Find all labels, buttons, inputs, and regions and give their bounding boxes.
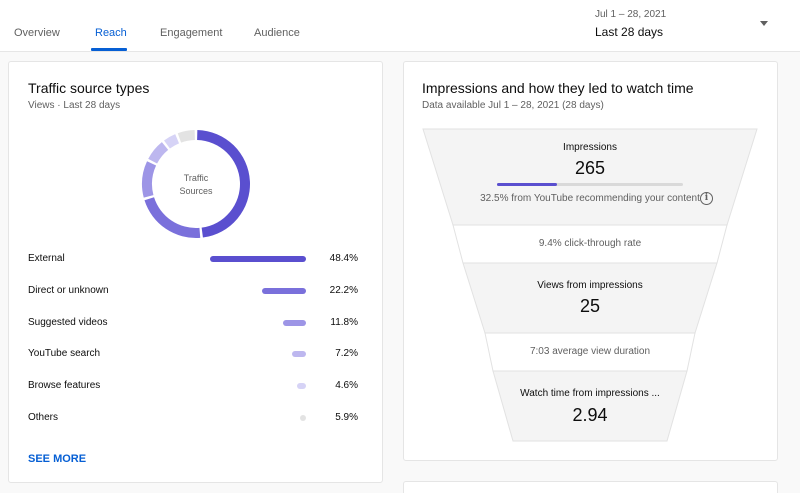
traffic-row-percent: 22.2% xyxy=(329,285,358,296)
impressions-card-subtitle: Data available Jul 1 – 28, 2021 (28 days… xyxy=(422,100,604,111)
watch-time-value: 2.94 xyxy=(572,405,608,425)
traffic-row-bar xyxy=(296,383,306,389)
funnel-stage-watch-time xyxy=(492,370,688,442)
traffic-row-external[interactable]: External 48.4% xyxy=(28,253,358,267)
donut-center-label: Traffic Sources xyxy=(170,172,222,198)
top-bar: Overview Reach Engagement Audience Jul 1… xyxy=(0,0,800,52)
impressions-value: 265 xyxy=(574,158,606,178)
active-tab-indicator xyxy=(91,48,127,51)
traffic-row-browse[interactable]: Browse features 4.6% xyxy=(28,380,358,394)
traffic-card-title: Traffic source types xyxy=(28,80,150,96)
impressions-card-title: Impressions and how they led to watch ti… xyxy=(422,80,694,96)
info-icon[interactable]: i xyxy=(700,192,713,205)
traffic-row-youtube-search[interactable]: YouTube search 7.2% xyxy=(28,348,358,362)
dropdown-arrow-icon[interactable] xyxy=(760,21,768,26)
donut-slice xyxy=(142,161,157,198)
ctr-text: 9.4% click-through rate xyxy=(538,238,642,249)
donut-slice xyxy=(177,130,195,143)
donut-slice xyxy=(148,142,169,164)
traffic-row-percent: 4.6% xyxy=(335,380,358,391)
traffic-row-suggested[interactable]: Suggested videos 11.8% xyxy=(28,317,358,331)
see-more-link[interactable]: SEE MORE xyxy=(28,453,87,465)
views-label: Views from impressions xyxy=(537,280,643,291)
traffic-row-label: YouTube search xyxy=(28,348,101,359)
donut-slice xyxy=(144,197,201,238)
traffic-row-label: Browse features xyxy=(28,380,101,391)
tab-engagement[interactable]: Engagement xyxy=(160,27,223,39)
date-range-period: Last 28 days xyxy=(595,25,664,39)
avg-duration-text: 7:03 average view duration xyxy=(529,346,651,357)
donut-slice xyxy=(164,134,180,149)
recommend-text: 32.5% from YouTube recommending your con… xyxy=(480,193,700,204)
traffic-row-bar xyxy=(261,288,306,294)
traffic-row-label: Others xyxy=(28,412,59,423)
date-range-dates: Jul 1 – 28, 2021 xyxy=(595,9,667,20)
traffic-row-percent: 11.8% xyxy=(330,317,358,328)
traffic-card-subtitle: Views · Last 28 days xyxy=(28,100,121,111)
traffic-row-bar xyxy=(282,320,306,326)
traffic-row-label: Direct or unknown xyxy=(28,285,109,296)
watch-time-label: Watch time from impressions ... xyxy=(520,388,660,399)
tab-audience[interactable]: Audience xyxy=(254,27,300,39)
recommend-progress-fill xyxy=(497,183,558,186)
traffic-row-direct[interactable]: Direct or unknown 22.2% xyxy=(28,285,358,299)
tab-reach[interactable]: Reach xyxy=(95,27,127,39)
traffic-row-label: Suggested videos xyxy=(28,317,108,328)
impressions-label: Impressions xyxy=(563,142,617,153)
traffic-donut-chart xyxy=(142,130,251,238)
traffic-row-bar xyxy=(210,256,306,262)
tab-overview[interactable]: Overview xyxy=(14,27,60,39)
traffic-row-bar xyxy=(291,351,306,357)
views-value: 25 xyxy=(579,296,601,316)
traffic-row-percent: 48.4% xyxy=(329,253,358,264)
traffic-row-label: External xyxy=(28,253,65,264)
traffic-row-percent: 5.9% xyxy=(335,412,358,423)
traffic-row-percent: 7.2% xyxy=(335,348,358,359)
traffic-row-bar xyxy=(300,415,306,421)
donut-slice xyxy=(197,130,251,238)
donut-label-line2: Sources xyxy=(179,186,213,196)
donut-label-line1: Traffic xyxy=(183,173,209,183)
next-card xyxy=(403,481,778,493)
traffic-row-others[interactable]: Others 5.9% xyxy=(28,412,358,426)
date-range-selector[interactable]: Jul 1 – 28, 2021 Last 28 days xyxy=(595,9,666,39)
traffic-source-card xyxy=(8,61,383,483)
recommend-progress-track xyxy=(497,183,683,186)
